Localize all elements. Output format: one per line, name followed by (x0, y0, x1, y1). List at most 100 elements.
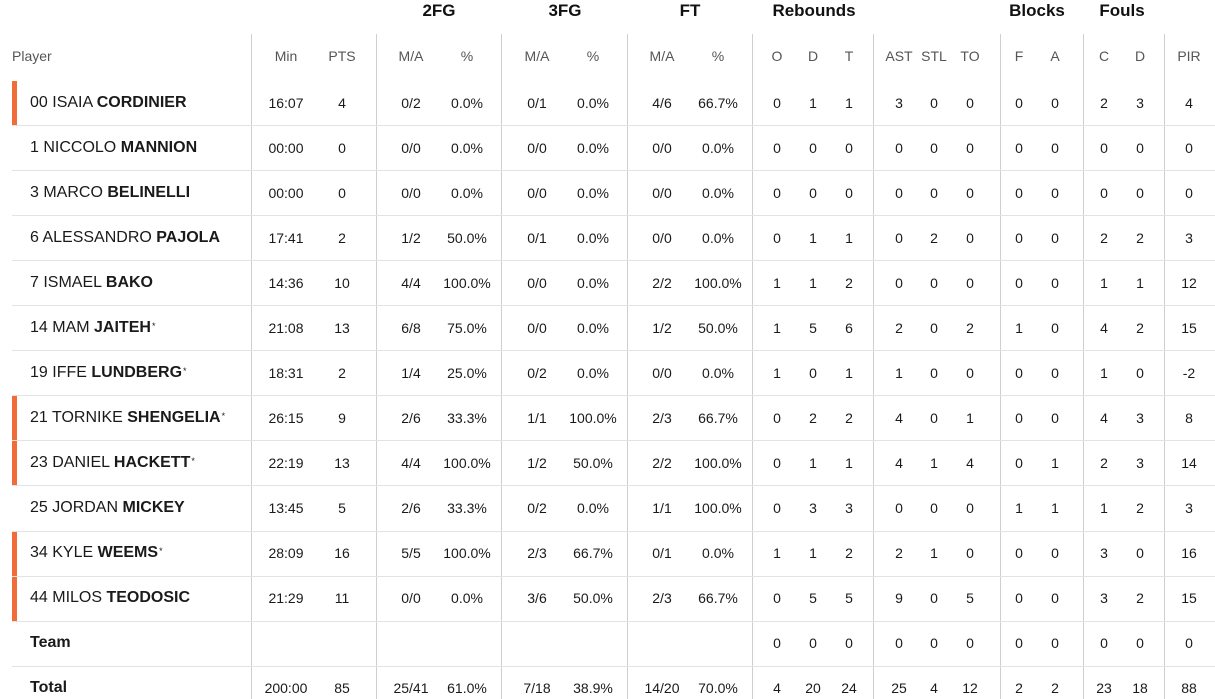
stat-foul-d: 2 (1136, 499, 1144, 516)
stat-ast: 9 (895, 590, 903, 607)
stat-blk-a: 0 (1051, 409, 1059, 426)
starter-star-icon: * (151, 320, 156, 331)
stat-blk-f: 1 (1015, 499, 1023, 516)
stat-pir: 0 (1185, 635, 1193, 652)
stat-ft-ma: 0/0 (652, 139, 672, 156)
col-header-reb-d[interactable]: D (807, 48, 819, 64)
stat-ft-pct: 66.7% (698, 409, 738, 426)
stat-min: 22:19 (268, 454, 304, 471)
stat-3fg-pct: 0.0% (577, 184, 609, 201)
stat-ft-pct: 100.0% (694, 499, 742, 516)
stat-2fg-ma: 0/0 (401, 590, 421, 607)
col-header-foul-c[interactable]: C (1098, 48, 1110, 64)
col-header-pir[interactable]: PIR (1177, 48, 1201, 64)
player-last-name: MANNION (120, 138, 198, 156)
player-name[interactable]: 25 JORDAN MICKEY (30, 498, 185, 518)
stat-foul-c: 0 (1100, 184, 1108, 201)
stat-reb-o: 0 (773, 635, 781, 652)
col-header-blk-a[interactable]: A (1050, 48, 1060, 64)
stat-3fg-pct: 38.9% (573, 680, 613, 697)
player-name[interactable]: 3 MARCO BELINELLI (30, 183, 190, 203)
stat-3fg-pct: 0.0% (577, 139, 609, 156)
stat-min: 18:31 (268, 364, 304, 381)
stat-2fg-pct: 0.0% (451, 139, 483, 156)
stat-foul-c: 4 (1100, 409, 1108, 426)
stat-3fg-ma: 0/0 (527, 184, 547, 201)
col-header-min[interactable]: Min (274, 48, 298, 64)
row-separator (12, 395, 1215, 396)
col-header-3fg-ma[interactable]: M/A (524, 48, 550, 64)
group-header-2fg: 2FG (422, 1, 456, 20)
player-last-name: TEODOSIC (106, 589, 191, 607)
row-separator (12, 621, 1215, 622)
row-separator (12, 170, 1215, 171)
stat-ast: 25 (891, 680, 907, 697)
stat-foul-d: 0 (1136, 184, 1144, 201)
player-name[interactable]: 1 NICCOLO MANNION (30, 138, 197, 158)
player-name[interactable]: 44 MILOS TEODOSIC (30, 588, 190, 608)
stat-reb-t: 0 (845, 139, 853, 156)
stat-foul-c: 0 (1100, 139, 1108, 156)
col-header-stl[interactable]: STL (921, 48, 947, 64)
stat-stl: 2 (930, 229, 938, 246)
stat-reb-d: 2 (809, 409, 817, 426)
player-name[interactable]: 19 IFFE LUNDBERG* (30, 363, 187, 383)
stat-ast: 4 (895, 454, 903, 471)
col-header-ft-ma[interactable]: M/A (649, 48, 675, 64)
player-name[interactable]: 14 MAM JAITEH* (30, 318, 155, 338)
player-number: 1 (30, 138, 44, 156)
total-row-label: Total (30, 679, 68, 697)
stat-to: 2 (966, 319, 974, 336)
col-header-3fg-pct[interactable]: % (586, 48, 600, 64)
team-row-label: Team (30, 634, 71, 652)
stat-blk-f: 0 (1015, 184, 1023, 201)
group-header-rebounds: Rebounds (772, 1, 856, 20)
stat-2fg-ma: 25/41 (393, 680, 429, 697)
stat-2fg-ma: 6/8 (401, 319, 421, 336)
player-name[interactable]: 23 DANIEL HACKETT* (30, 453, 195, 473)
row-separator (12, 440, 1215, 441)
stat-foul-c: 2 (1100, 94, 1108, 111)
stat-3fg-ma: 3/6 (527, 590, 547, 607)
stat-ast: 0 (895, 139, 903, 156)
stat-blk-f: 0 (1015, 635, 1023, 652)
stat-ft-pct: 66.7% (698, 590, 738, 607)
stat-reb-o: 0 (773, 139, 781, 156)
col-header-reb-o[interactable]: O (771, 48, 783, 64)
player-first-name: TORNIKE (51, 408, 128, 426)
player-name[interactable]: 7 ISMAEL BAKO (30, 273, 153, 293)
stat-3fg-ma: 0/1 (527, 94, 547, 111)
stat-2fg-pct: 0.0% (451, 590, 483, 607)
stat-pir: 15 (1181, 319, 1197, 336)
stat-reb-d: 1 (809, 274, 817, 291)
stat-pts: 85 (334, 680, 350, 697)
stat-foul-c: 3 (1100, 590, 1108, 607)
player-number: 7 (30, 273, 44, 291)
stat-pir: -2 (1182, 364, 1196, 381)
stat-reb-o: 0 (773, 409, 781, 426)
player-name[interactable]: 21 TORNIKE SHENGELIA* (30, 408, 225, 428)
col-header-player[interactable]: Player (12, 48, 52, 64)
col-header-ast[interactable]: AST (885, 48, 913, 64)
stat-3fg-ma: 0/2 (527, 499, 547, 516)
col-header-to[interactable]: TO (960, 48, 980, 64)
stat-ft-pct: 0.0% (702, 139, 734, 156)
stat-3fg-ma: 0/0 (527, 319, 547, 336)
col-header-blk-f[interactable]: F (1014, 48, 1024, 64)
stat-stl: 0 (930, 499, 938, 516)
col-header-foul-d[interactable]: D (1134, 48, 1146, 64)
col-header-2fg-pct[interactable]: % (460, 48, 474, 64)
col-header-pts[interactable]: PTS (328, 48, 356, 64)
player-name[interactable]: 00 ISAIA CORDINIER (30, 93, 187, 113)
player-name[interactable]: 34 KYLE WEEMS* (30, 543, 163, 563)
col-header-reb-t[interactable]: T (844, 48, 854, 64)
stat-blk-f: 0 (1015, 590, 1023, 607)
col-header-2fg-ma[interactable]: M/A (398, 48, 424, 64)
stat-pts: 10 (334, 274, 350, 291)
stat-min: 200:00 (264, 680, 308, 697)
stat-blk-f: 0 (1015, 274, 1023, 291)
row-separator (12, 260, 1215, 261)
col-header-ft-pct[interactable]: % (711, 48, 725, 64)
player-name[interactable]: 6 ALESSANDRO PAJOLA (30, 228, 220, 248)
stat-foul-c: 3 (1100, 545, 1108, 562)
